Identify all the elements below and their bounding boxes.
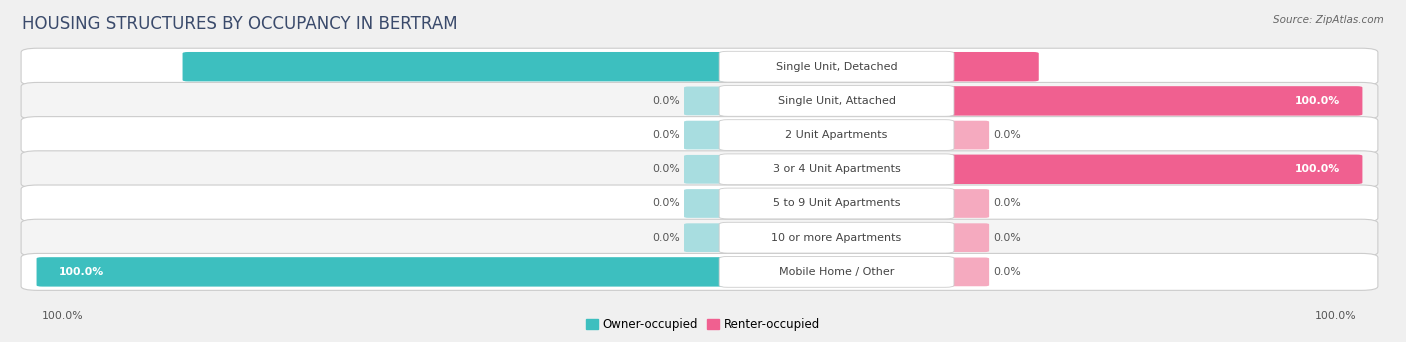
FancyBboxPatch shape	[720, 86, 953, 116]
Text: 100.0%: 100.0%	[1295, 164, 1340, 174]
Text: 0.0%: 0.0%	[994, 267, 1021, 277]
FancyBboxPatch shape	[942, 223, 990, 252]
FancyBboxPatch shape	[939, 52, 1039, 81]
FancyBboxPatch shape	[720, 154, 953, 185]
FancyBboxPatch shape	[683, 87, 731, 115]
FancyBboxPatch shape	[21, 48, 1378, 85]
Text: 100.0%: 100.0%	[1315, 311, 1357, 321]
Text: Source: ZipAtlas.com: Source: ZipAtlas.com	[1272, 15, 1384, 25]
Text: 5 to 9 Unit Apartments: 5 to 9 Unit Apartments	[773, 198, 900, 209]
Legend: Owner-occupied, Renter-occupied: Owner-occupied, Renter-occupied	[586, 318, 820, 331]
Text: Single Unit, Attached: Single Unit, Attached	[778, 96, 896, 106]
Text: 100.0%: 100.0%	[1295, 96, 1340, 106]
FancyBboxPatch shape	[942, 189, 990, 218]
FancyBboxPatch shape	[683, 223, 731, 252]
FancyBboxPatch shape	[21, 151, 1378, 188]
FancyBboxPatch shape	[720, 222, 953, 253]
Text: 100.0%: 100.0%	[59, 267, 104, 277]
FancyBboxPatch shape	[942, 121, 990, 149]
Text: Single Unit, Detached: Single Unit, Detached	[776, 62, 897, 72]
FancyBboxPatch shape	[21, 185, 1378, 222]
FancyBboxPatch shape	[683, 155, 731, 184]
FancyBboxPatch shape	[183, 52, 734, 81]
Text: 0.0%: 0.0%	[994, 233, 1021, 243]
Text: 0.0%: 0.0%	[994, 198, 1021, 209]
FancyBboxPatch shape	[720, 256, 953, 287]
Text: 0.0%: 0.0%	[652, 198, 681, 209]
Text: 0.0%: 0.0%	[652, 96, 681, 106]
Text: 0.0%: 0.0%	[652, 164, 681, 174]
Text: 0.0%: 0.0%	[652, 130, 681, 140]
FancyBboxPatch shape	[683, 121, 731, 149]
FancyBboxPatch shape	[21, 117, 1378, 154]
Text: Mobile Home / Other: Mobile Home / Other	[779, 267, 894, 277]
Text: 78.7%: 78.7%	[59, 62, 97, 72]
FancyBboxPatch shape	[720, 51, 953, 82]
FancyBboxPatch shape	[939, 155, 1362, 184]
Text: 10 or more Apartments: 10 or more Apartments	[772, 233, 901, 243]
Text: 2 Unit Apartments: 2 Unit Apartments	[786, 130, 887, 140]
FancyBboxPatch shape	[21, 82, 1378, 119]
Text: 100.0%: 100.0%	[42, 311, 84, 321]
FancyBboxPatch shape	[21, 219, 1378, 256]
Text: 0.0%: 0.0%	[652, 233, 681, 243]
FancyBboxPatch shape	[939, 86, 1362, 116]
FancyBboxPatch shape	[720, 120, 953, 150]
Text: 21.3%: 21.3%	[1302, 62, 1340, 72]
FancyBboxPatch shape	[21, 253, 1378, 290]
FancyBboxPatch shape	[720, 188, 953, 219]
FancyBboxPatch shape	[942, 258, 990, 286]
FancyBboxPatch shape	[683, 189, 731, 218]
FancyBboxPatch shape	[37, 257, 734, 287]
Text: 0.0%: 0.0%	[994, 130, 1021, 140]
Text: HOUSING STRUCTURES BY OCCUPANCY IN BERTRAM: HOUSING STRUCTURES BY OCCUPANCY IN BERTR…	[22, 15, 458, 34]
Text: 3 or 4 Unit Apartments: 3 or 4 Unit Apartments	[773, 164, 900, 174]
